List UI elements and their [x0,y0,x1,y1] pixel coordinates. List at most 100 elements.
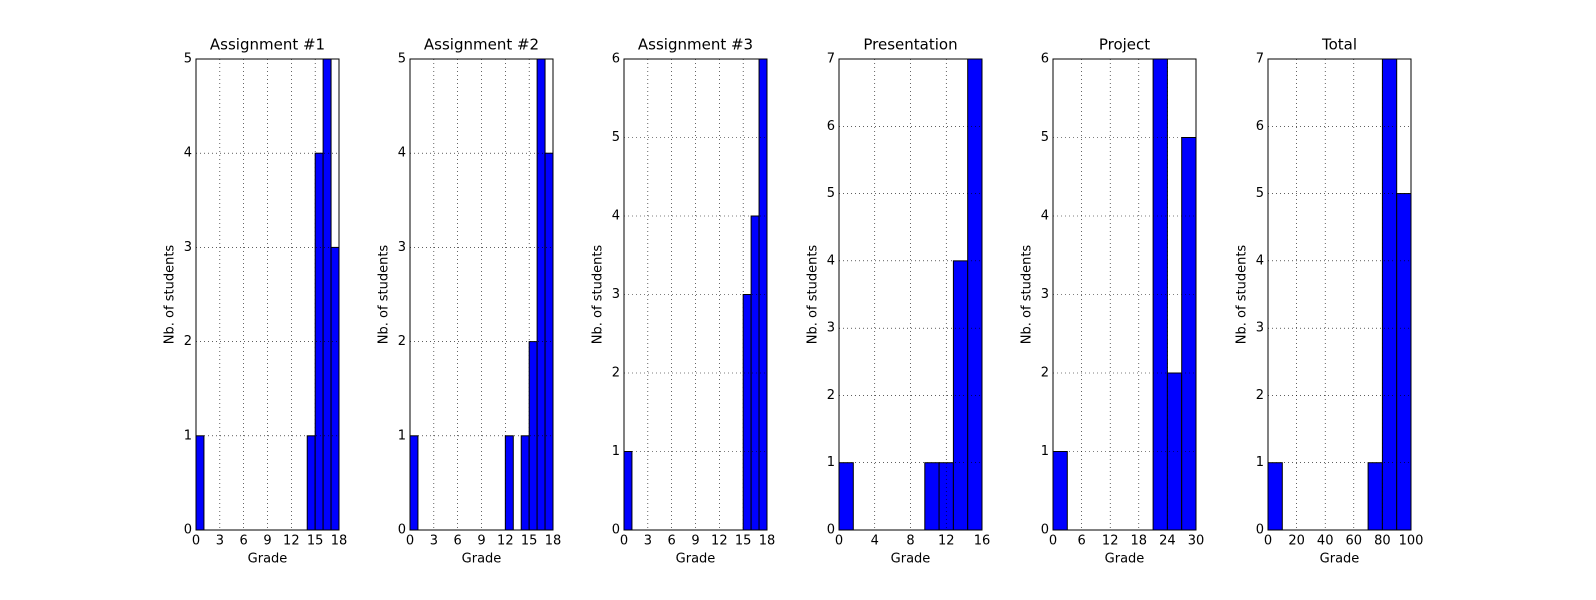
y-tick-label: 4 [184,146,192,161]
x-tick-label: 9 [263,534,271,549]
y-tick-label: 1 [398,428,406,443]
x-axis-label: Grade [248,552,288,567]
chart-title: Assignment #1 [210,36,325,54]
y-tick-label: 6 [612,52,620,67]
y-tick-label: 4 [1256,253,1264,268]
y-tick-label: 2 [827,388,835,403]
bar [504,435,514,531]
x-tick-label: 18 [545,534,562,549]
y-axis-label: Nb. of students [806,245,821,345]
y-axis-label: Nb. of students [163,245,178,345]
y-tick-label: 1 [1041,444,1049,459]
bar [195,435,205,531]
x-tick-label: 18 [331,534,348,549]
x-tick-label: 40 [1317,534,1334,549]
x-tick-label: 12 [711,534,728,549]
y-tick-label: 0 [398,523,406,538]
y-tick-label: 5 [1256,186,1264,201]
x-tick-label: 80 [1374,534,1391,549]
x-tick-label: 100 [1399,534,1424,549]
x-axis-label: Grade [1105,552,1145,567]
chart-title: Total [1321,36,1357,54]
bar [306,435,316,531]
x-tick-label: 0 [1264,534,1272,549]
x-tick-label: 15 [735,534,752,549]
y-axis-label: Nb. of students [1020,245,1035,345]
bar [330,246,340,531]
y-tick-label: 3 [612,287,620,302]
x-tick-label: 3 [644,534,652,549]
y-axis-label: Nb. of students [591,245,606,345]
bar [742,294,752,531]
subplot: 0 1 2 3 4 5 6 7 0 20 40 60 80 100 Total Grade Nb. of stu… [1235,36,1424,567]
bar [1267,462,1283,531]
plot-frame [409,58,554,531]
y-tick-label: 7 [1256,52,1264,67]
chart-title: Assignment #3 [638,36,753,54]
y-tick-label: 0 [184,523,192,538]
y-axis-label: Nb. of students [377,245,392,345]
y-tick-label: 6 [1256,119,1264,134]
y-tick-label: 4 [612,209,620,224]
y-tick-label: 1 [612,444,620,459]
y-tick-label: 6 [1041,52,1049,67]
x-tick-label: 0 [192,534,200,549]
y-tick-label: 4 [398,146,406,161]
x-tick-label: 60 [1346,534,1363,549]
y-tick-label: 2 [1041,366,1049,381]
y-tick-label: 4 [827,253,835,268]
x-axis-label: Grade [676,552,716,567]
plot-frame [1267,58,1412,531]
bar [967,58,983,531]
x-tick-label: 0 [835,534,843,549]
y-tick-label: 7 [827,52,835,67]
x-tick-label: 15 [307,534,324,549]
bar [1396,193,1412,531]
x-axis-label: Grade [1320,552,1360,567]
bar [924,462,940,531]
chart-title: Presentation [863,36,957,54]
x-tick-label: 6 [240,534,248,549]
y-tick-label: 0 [612,523,620,538]
x-tick-label: 20 [1288,534,1305,549]
plot-frame [1052,58,1197,531]
plot-frame [623,58,768,531]
x-tick-label: 8 [906,534,914,549]
chart-title: Assignment #2 [424,36,539,54]
x-tick-label: 12 [1102,534,1119,549]
y-tick-label: 2 [612,366,620,381]
y-tick-label: 1 [1256,455,1264,470]
plot-frame [838,58,983,531]
y-tick-label: 6 [827,119,835,134]
y-tick-label: 5 [612,130,620,145]
y-tick-label: 5 [184,52,192,67]
bar [322,58,332,531]
x-tick-label: 6 [1077,534,1085,549]
x-tick-label: 30 [1188,534,1205,549]
bar [1052,451,1068,531]
x-axis-label: Grade [891,552,931,567]
bar [1381,58,1398,531]
x-tick-label: 0 [620,534,628,549]
y-tick-label: 5 [827,186,835,201]
bar [838,462,854,531]
x-tick-label: 16 [974,534,991,549]
y-axis-label: Nb. of students [1235,245,1250,345]
plot-frame [195,58,340,531]
y-tick-label: 2 [184,334,192,349]
x-tick-label: 3 [430,534,438,549]
y-tick-label: 5 [398,52,406,67]
bar [520,435,530,531]
x-tick-label: 12 [497,534,514,549]
y-tick-label: 0 [1041,523,1049,538]
y-tick-label: 3 [1041,287,1049,302]
chart-title: Project [1099,36,1150,54]
y-tick-label: 3 [827,321,835,336]
y-tick-label: 1 [827,455,835,470]
y-tick-label: 0 [1256,523,1264,538]
x-tick-label: 0 [406,534,414,549]
x-tick-label: 6 [668,534,676,549]
x-axis-label: Grade [462,552,502,567]
